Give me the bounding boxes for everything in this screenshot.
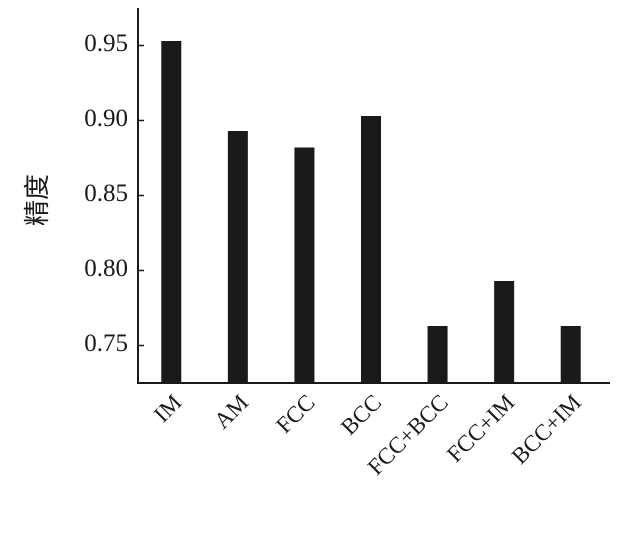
y-tick-label: 0.95 [84, 30, 128, 57]
y-tick-label: 0.90 [84, 105, 128, 132]
bar [227, 131, 248, 383]
x-tick-label: AM [209, 390, 253, 434]
bar [560, 326, 581, 383]
x-tick-label: BCC+IM [507, 390, 586, 469]
bar [361, 116, 381, 383]
y-tick-label: 0.75 [84, 330, 128, 357]
x-tick-label: BCC [336, 390, 386, 440]
x-tick-label: FCC+IM [442, 390, 519, 467]
bar [161, 41, 182, 383]
bar [427, 326, 448, 383]
x-tick-label: FCC [271, 390, 319, 438]
bar [494, 281, 515, 383]
bar [294, 147, 315, 383]
x-tick-label: IM [149, 390, 187, 428]
y-tick-label: 0.80 [84, 255, 128, 282]
y-axis-label: 精度 [23, 174, 52, 226]
y-tick-label: 0.85 [84, 180, 128, 207]
